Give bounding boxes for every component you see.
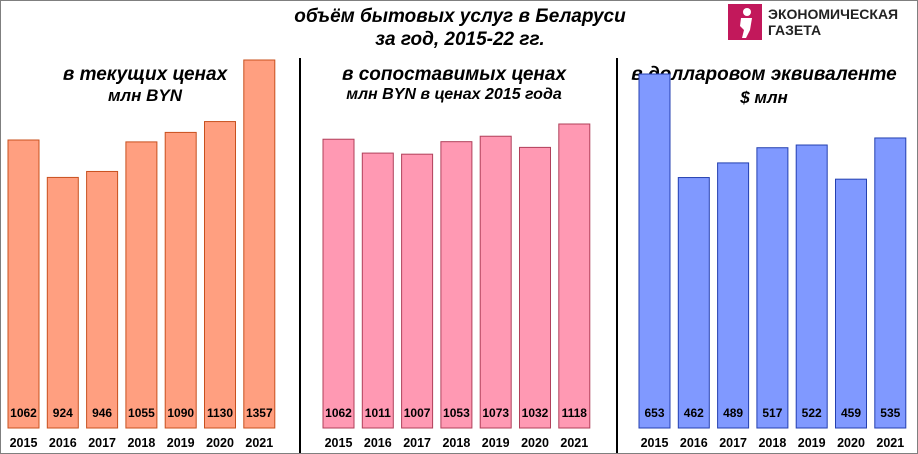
value-label-3-2019: 522 [802, 406, 822, 420]
panel3-unit: $ млн [740, 88, 788, 107]
value-label-1-2021: 1357 [246, 406, 273, 420]
bar-2-2021 [558, 123, 591, 429]
panel2-unit: млн BYN в ценах 2015 года [346, 86, 562, 103]
value-label-3-2015: 653 [644, 406, 664, 420]
value-label-2-2018: 1053 [443, 406, 470, 420]
bar-1-2015 [7, 139, 40, 429]
bar-3-2021 [874, 137, 907, 429]
panel-divider-1 [299, 58, 301, 453]
chart-title-line1: объём бытовых услуг в Беларуси [294, 6, 626, 27]
bar-1-2016 [46, 176, 79, 429]
bar-1-2017 [86, 170, 119, 429]
logo: ЭКОНОМИЧЕСКАЯ ГАЗЕТА [728, 4, 914, 40]
panel1-subtitle: в текущих ценах [62, 64, 228, 85]
bar-2-2018 [440, 141, 473, 429]
value-label-2-2017: 1007 [404, 406, 431, 420]
bar-3-2020 [835, 178, 867, 429]
x-tick-label-2-2020: 2020 [521, 436, 549, 450]
bar-2-2020 [519, 146, 551, 429]
bar-2-2017 [401, 153, 434, 429]
value-label-2-2020: 1032 [522, 406, 549, 420]
bar-1-2020 [204, 121, 236, 429]
value-label-3-2018: 517 [762, 406, 782, 420]
value-label-2-2015: 1062 [325, 406, 352, 420]
bar-1-2021 [243, 59, 276, 429]
x-tick-label-2-2019: 2019 [482, 436, 510, 450]
bar-2-2015 [322, 138, 355, 429]
bar-3-2018 [756, 147, 789, 429]
x-tick-label-1-2021: 2021 [245, 436, 273, 450]
value-label-2-2021: 1118 [562, 406, 588, 420]
x-tick-label-3-2016: 2016 [680, 436, 708, 450]
panel3-subtitle: в долларовом эквиваленте [631, 64, 897, 85]
panel-divider-2 [616, 58, 618, 453]
value-label-1-2020: 1130 [207, 406, 233, 420]
x-tick-label-3-2017: 2017 [719, 436, 747, 450]
logo-line2: ГАЗЕТА [768, 22, 822, 38]
bar-1-2018 [125, 141, 158, 429]
x-tick-label-2-2018: 2018 [442, 436, 470, 450]
x-tick-label-3-2021: 2021 [876, 436, 904, 450]
bar-1-2019 [164, 131, 197, 429]
value-label-3-2021: 535 [880, 406, 900, 420]
x-tick-label-3-2015: 2015 [641, 436, 669, 450]
x-tick-label-2-2017: 2017 [403, 436, 431, 450]
value-label-1-2017: 946 [92, 406, 112, 420]
x-tick-label-1-2019: 2019 [167, 436, 195, 450]
bar-3-2019 [795, 144, 828, 429]
panel1-unit: млн BYN [107, 86, 183, 105]
value-label-3-2017: 489 [723, 406, 743, 420]
panel2-subtitle: в сопоставимых ценах [341, 64, 567, 85]
value-label-2-2016: 1011 [365, 406, 391, 420]
chart-title-line2: за год, 2015-22 гг. [375, 29, 545, 50]
bar-2-2019 [479, 135, 512, 429]
bar-2-2016 [361, 152, 394, 429]
logo-mark [728, 4, 762, 40]
bar-3-2015 [638, 73, 671, 429]
x-tick-label-3-2018: 2018 [758, 436, 786, 450]
value-label-1-2019: 1090 [167, 406, 194, 420]
logo-line1: ЭКОНОМИЧЕСКАЯ [768, 6, 899, 22]
x-tick-label-1-2018: 2018 [127, 436, 155, 450]
x-tick-label-2-2016: 2016 [364, 436, 392, 450]
value-label-3-2020: 459 [841, 406, 861, 420]
x-tick-label-2-2015: 2015 [325, 436, 353, 450]
bar-3-2017 [717, 162, 750, 429]
value-label-1-2015: 1062 [10, 406, 37, 420]
value-label-1-2018: 1055 [128, 406, 155, 420]
logo-text: ЭКОНОМИЧЕСКАЯ ГАЗЕТА [768, 6, 898, 38]
x-tick-label-1-2015: 2015 [10, 436, 38, 450]
x-tick-label-1-2020: 2020 [206, 436, 234, 450]
value-label-3-2016: 462 [684, 406, 704, 420]
x-tick-label-3-2019: 2019 [798, 436, 826, 450]
value-label-2-2019: 1073 [482, 406, 509, 420]
x-tick-label-1-2016: 2016 [49, 436, 77, 450]
x-tick-label-1-2017: 2017 [88, 436, 116, 450]
x-tick-label-2-2021: 2021 [560, 436, 588, 450]
x-tick-label-3-2020: 2020 [837, 436, 865, 450]
value-label-1-2016: 924 [53, 406, 73, 420]
bar-3-2016 [677, 177, 710, 429]
